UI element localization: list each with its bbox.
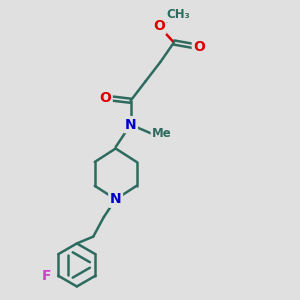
Text: O: O bbox=[193, 40, 205, 54]
Text: CH₃: CH₃ bbox=[167, 8, 190, 21]
Text: F: F bbox=[41, 269, 51, 283]
Text: O: O bbox=[153, 19, 165, 33]
Text: Me: Me bbox=[152, 127, 172, 140]
Text: N: N bbox=[110, 192, 122, 206]
Text: N: N bbox=[125, 118, 136, 132]
Text: O: O bbox=[99, 91, 111, 105]
